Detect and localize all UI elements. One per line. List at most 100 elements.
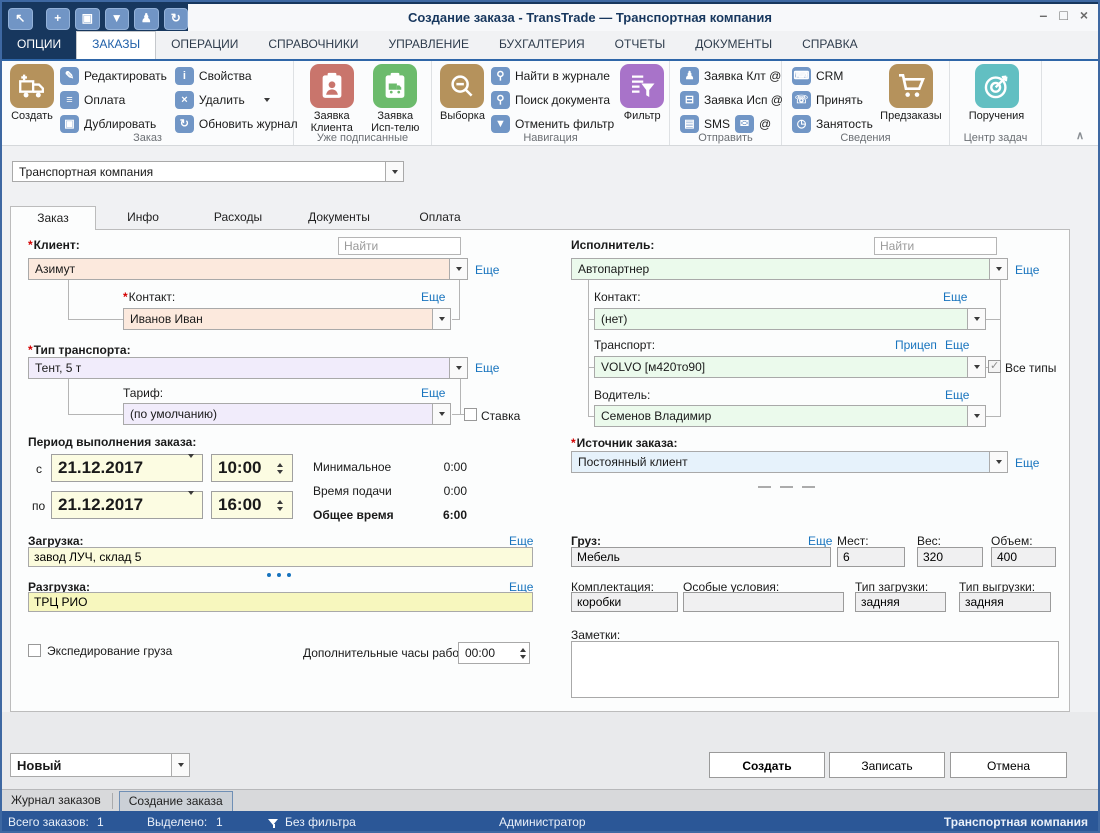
special-conditions-input[interactable] [683,592,844,612]
tariff-combo[interactable]: (по умолчанию) [123,403,451,425]
dropdown-arrow-icon[interactable] [432,309,450,329]
extra-hours-spinner[interactable]: 00:00 [458,642,530,664]
trailer-link[interactable]: Прицеп [895,338,937,352]
unloading-more-link[interactable]: Еще [509,580,534,594]
menu-management[interactable]: УПРАВЛЕНИЕ [388,37,469,51]
company-selector[interactable]: Транспортная компания [12,161,404,182]
loading-input[interactable] [28,547,533,567]
driver-more-link[interactable]: Еще [945,388,970,402]
dropdown-arrow-icon[interactable] [967,406,985,426]
properties-button[interactable]: i Свойства [174,66,298,85]
time-from-spinner[interactable]: 10:00 [211,454,293,482]
tab-order-creation[interactable]: Создание заказа [118,791,233,812]
dropdown-arrow-icon[interactable] [967,309,985,329]
rate-checkbox[interactable] [464,408,477,421]
refresh-icon[interactable]: ↻ [163,7,188,30]
tab-order-journal[interactable]: Журнал заказов [11,793,101,807]
menu-directories[interactable]: СПРАВОЧНИКИ [268,37,359,51]
executor-request-button[interactable]: Заявка Исп-телю [366,64,426,134]
find-document-button[interactable]: ⚲ Поиск документа [490,90,614,109]
notes-textarea[interactable] [571,641,1059,698]
transport-more-link[interactable]: Еще [945,338,970,352]
forwarding-checkbox[interactable] [28,644,41,657]
edit-button[interactable]: ✎ Редактировать [60,66,167,85]
loading-more-link[interactable]: Еще [509,534,534,548]
payment-button[interactable]: ≡ Оплата [60,90,167,109]
dropdown-arrow-icon[interactable] [967,357,985,377]
client-request-button[interactable]: Заявка Клиента [302,64,362,134]
no-filter-icon[interactable] [268,817,279,828]
tab-payment[interactable]: Оплата [419,210,461,224]
cancel-button[interactable]: Отмена [950,752,1067,778]
dropdown-arrow-icon[interactable] [188,454,196,478]
executor-search-input[interactable] [874,237,997,255]
packaging-input[interactable] [571,592,678,612]
client-combo[interactable]: Азимут [28,258,468,280]
volume-input[interactable] [991,547,1056,567]
date-from-picker[interactable]: 21.12.2017 [51,454,203,482]
find-in-journal-button[interactable]: ⚲ Найти в журнале [490,66,614,85]
spinner-arrows-icon[interactable] [277,499,286,511]
executor-contact-combo[interactable]: (нет) [594,308,986,330]
preorders-button[interactable]: Предзаказы [879,64,943,122]
client-more-link[interactable]: Еще [475,263,500,277]
driver-combo[interactable]: Семенов Владимир [594,405,986,427]
time-to-spinner[interactable]: 16:00 [211,491,293,519]
executor-contact-more-link[interactable]: Еще [943,290,968,304]
save-button[interactable]: Записать [829,752,945,778]
errands-button[interactable]: Поручения [961,64,1033,122]
tab-order[interactable]: Заказ [10,206,96,230]
client-contact-more-link[interactable]: Еще [421,290,446,304]
tab-documents[interactable]: Документы [308,210,370,224]
send-client-request-button[interactable]: ♟ Заявка Клт @ [680,66,783,85]
order-source-more-link[interactable]: Еще [1015,456,1040,470]
tab-info[interactable]: Инфо [127,210,159,224]
order-status-combo[interactable]: Новый [10,753,190,777]
menu-reports[interactable]: ОТЧЕТЫ [614,37,666,51]
tab-expenses[interactable]: Расходы [213,210,263,224]
cargo-more-link[interactable]: Еще [808,534,833,548]
email-at-label[interactable]: @ [759,116,772,131]
places-input[interactable] [837,547,905,567]
copy-icon[interactable]: ▣ [75,7,100,30]
menu-options[interactable]: ОПЦИИ [2,31,77,59]
unload-type-input[interactable] [959,592,1051,612]
load-type-input[interactable] [855,592,946,612]
accept-button[interactable]: ☏ Принять [792,90,873,109]
spinner-arrows-icon[interactable] [520,643,529,663]
dropdown-arrow-icon[interactable] [449,259,467,279]
splitter-dashes[interactable] [758,486,815,488]
selection-button[interactable]: Выборка [440,64,485,122]
cargo-input[interactable] [571,547,831,567]
sms-button[interactable]: ▤ SMS ✉ @ [680,114,783,133]
client-search-input[interactable] [338,237,461,255]
maximize-button[interactable]: □ [1059,7,1068,23]
crm-button[interactable]: ⌨ CRM [792,66,844,85]
send-executor-request-button[interactable]: ⊟ Заявка Исп @ [680,90,783,109]
transport-combo[interactable]: VOLVO [м420то90] [594,356,986,378]
customize-icon[interactable]: ↖ [8,7,33,30]
create-button[interactable]: Создать [709,752,825,778]
dropdown-arrow-icon[interactable] [989,259,1007,279]
filter-button[interactable]: Фильтр [620,64,665,122]
dropdown-arrow-icon[interactable] [989,452,1007,472]
ribbon-collapse-icon[interactable]: ∧ [1075,130,1084,142]
delete-button[interactable]: × Удалить [174,90,298,109]
dropdown-arrow-icon[interactable] [449,358,467,378]
all-types-checkbox[interactable] [988,359,1001,373]
executor-combo[interactable]: Автопартнер [571,258,1008,280]
minimize-button[interactable]: – [1039,7,1048,23]
date-to-picker[interactable]: 21.12.2017 [51,491,203,519]
spinner-arrows-icon[interactable] [277,462,286,474]
refresh-journal-button[interactable]: ↻ Обновить журнал [174,114,298,133]
dropdown-arrow-icon[interactable] [171,754,189,776]
order-source-combo[interactable]: Постоянный клиент [571,451,1008,473]
filter-icon[interactable]: ▼ [104,7,129,30]
envelope-icon[interactable]: ✉ [735,114,755,133]
cancel-filter-button[interactable]: ▼ Отменить фильтр [490,114,614,133]
dropdown-arrow-icon[interactable] [432,404,450,424]
transport-type-combo[interactable]: Тент, 5 т [28,357,468,379]
client-contact-combo[interactable]: Иванов Иван [123,308,451,330]
executor-more-link[interactable]: Еще [1015,263,1040,277]
add-icon[interactable]: + [45,7,70,30]
